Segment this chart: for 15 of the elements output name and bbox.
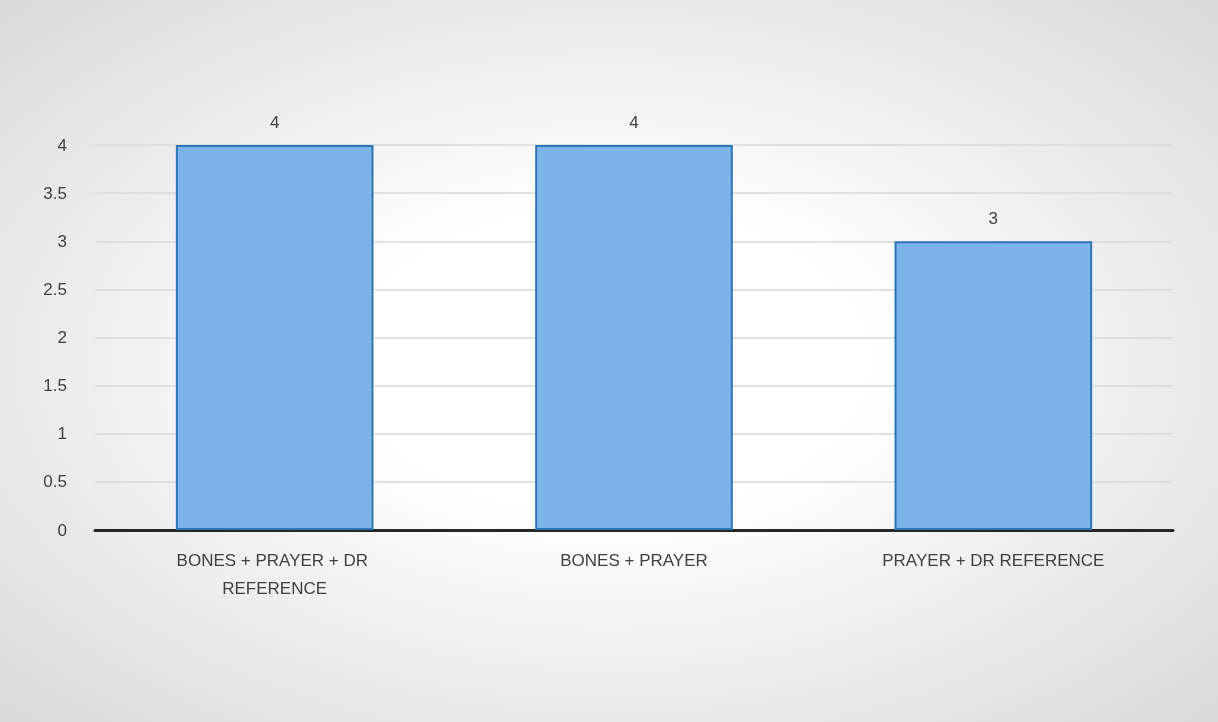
data-label: 4 [629, 113, 639, 132]
x-tick-label: BONES + PRAYER + DR REFERENCE [176, 550, 373, 598]
x-tick-label: PRAYER + DR REFERENCE [882, 550, 1105, 570]
y-tick-label: 1.5 [43, 376, 67, 396]
y-tick-label: 2.5 [43, 279, 67, 299]
y-tick-label: 3 [57, 231, 67, 251]
y-tick-label: 0 [57, 520, 67, 540]
y-tick-label: 1 [57, 424, 67, 444]
y-tick-label: 3.5 [43, 183, 67, 203]
data-label: 3 [988, 209, 999, 229]
y-tick-label: 0.5 [43, 472, 67, 492]
data-label: 4 [269, 113, 280, 132]
y-tick-label: 4 [57, 135, 67, 155]
y-tick-label: 2 [57, 328, 67, 347]
x-tick-label: BONES + PRAYER [560, 550, 708, 570]
